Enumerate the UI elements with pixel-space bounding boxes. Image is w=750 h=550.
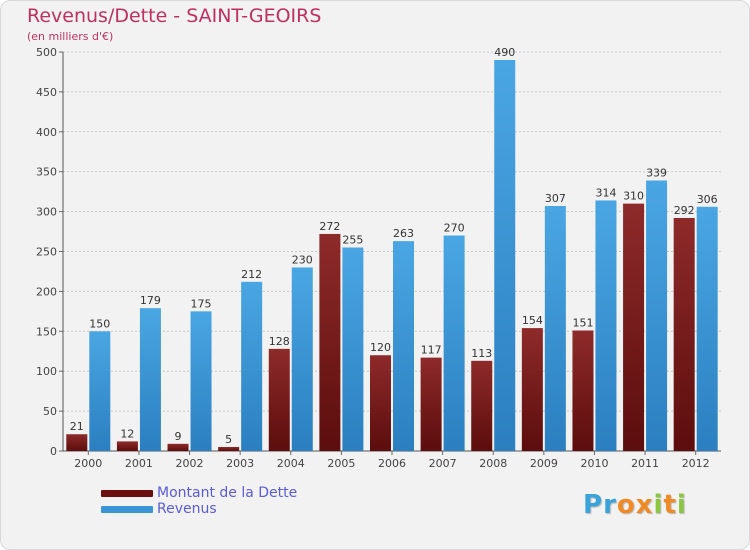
value-label-dette: 310 (623, 190, 644, 203)
legend-label-dette: Montant de la Dette (157, 485, 298, 501)
x-tick-label: 2000 (74, 457, 102, 470)
value-label-revenus: 270 (444, 222, 465, 235)
y-tick-label: 150 (36, 325, 57, 338)
bar-dette (370, 355, 391, 451)
x-tick-label: 2008 (479, 457, 507, 470)
value-label-revenus: 490 (494, 46, 515, 59)
value-label-revenus: 179 (140, 294, 161, 307)
value-label-dette: 117 (421, 344, 442, 357)
y-tick-label: 200 (36, 285, 57, 298)
legend-label-revenus: Revenus (157, 501, 217, 517)
value-label-dette: 154 (522, 314, 543, 327)
bar-revenus (89, 331, 111, 451)
value-label-revenus: 150 (89, 317, 110, 330)
y-tick-label: 0 (50, 445, 57, 458)
y-tick-label: 400 (36, 126, 57, 139)
x-tick-label: 2009 (530, 457, 558, 470)
bar-revenus (646, 180, 668, 451)
y-tick-label: 100 (36, 365, 57, 378)
logo-letter: r (603, 490, 617, 520)
bar-revenus (241, 281, 263, 451)
logo-letter: o (616, 490, 636, 520)
bar-dette (623, 203, 645, 451)
bar-dette (420, 357, 442, 451)
bar-revenus (696, 206, 718, 451)
x-tick-label: 2001 (125, 457, 153, 470)
logo-letter: P (583, 490, 604, 520)
value-label-dette: 5 (225, 433, 232, 446)
bar-dette (521, 328, 543, 451)
x-tick-label: 2005 (327, 457, 355, 470)
y-tick-label: 50 (43, 405, 57, 418)
bar-dette (268, 348, 290, 451)
bar-dette (218, 447, 240, 451)
bar-dette (319, 233, 341, 451)
value-label-revenus: 314 (595, 186, 616, 199)
y-tick-label: 300 (36, 206, 57, 219)
logo-letter: t (663, 490, 677, 520)
value-label-dette: 9 (175, 430, 182, 443)
y-tick-label: 450 (36, 86, 57, 99)
x-tick-label: 2006 (378, 457, 406, 470)
value-label-dette: 128 (269, 335, 290, 348)
y-tick-label: 500 (36, 46, 57, 59)
bar-dette (471, 360, 493, 451)
y-tick-label: 250 (36, 246, 57, 259)
value-label-dette: 12 (120, 427, 134, 440)
value-label-revenus: 307 (545, 192, 566, 205)
bar-revenus (494, 59, 516, 451)
value-label-revenus: 212 (241, 268, 262, 281)
value-label-revenus: 263 (393, 227, 414, 240)
legend-swatch-dette (101, 490, 153, 497)
chart-subtitle: (en milliers d'€) (27, 30, 114, 43)
value-label-dette: 272 (319, 220, 340, 233)
legend-swatch-revenus (101, 506, 153, 513)
bar-revenus (595, 200, 617, 451)
x-tick-label: 2003 (226, 457, 254, 470)
value-label-dette: 113 (471, 347, 492, 360)
value-label-revenus: 306 (697, 193, 718, 206)
bar-dette (116, 441, 138, 451)
logo-letter: i (653, 490, 664, 520)
x-tick-label: 2004 (277, 457, 305, 470)
chart-title: Revenus/Dette - SAINT-GEOIRS (27, 5, 322, 27)
value-label-revenus: 175 (191, 297, 212, 310)
bar-revenus (544, 206, 566, 451)
x-tick-label: 2007 (429, 457, 457, 470)
axes: 0 50 100 150 200 250 300 350 400 450 500 2000 2001 20… (36, 46, 721, 470)
grid-lines (63, 51, 721, 452)
bar-revenus (443, 235, 465, 451)
x-tick-label: 2011 (631, 457, 659, 470)
bar-dette (167, 443, 189, 451)
logo-letter: i (676, 490, 687, 520)
logo-letter: x (635, 490, 654, 520)
bar-revenus (393, 241, 414, 451)
value-label-dette: 120 (370, 341, 391, 354)
bar-revenus (139, 308, 161, 451)
bars (66, 59, 718, 451)
value-label-dette: 292 (674, 204, 695, 217)
bar-revenus (291, 267, 313, 451)
value-label-revenus: 339 (646, 166, 667, 179)
bar-revenus (190, 311, 212, 451)
x-tick-label: 2010 (580, 457, 608, 470)
x-tick-label: 2012 (682, 457, 710, 470)
value-label-revenus: 255 (342, 234, 363, 247)
value-label-dette: 151 (572, 317, 593, 330)
bar-dette (572, 330, 594, 451)
value-label-revenus: 230 (292, 253, 313, 266)
y-tick-label: 350 (36, 166, 57, 179)
value-label-dette: 21 (70, 420, 84, 433)
bar-dette (66, 434, 88, 451)
proxiti-logo: Proxiti (583, 490, 687, 520)
bar-revenus (342, 247, 364, 451)
bar-dette (673, 217, 695, 451)
x-tick-label: 2002 (176, 457, 204, 470)
